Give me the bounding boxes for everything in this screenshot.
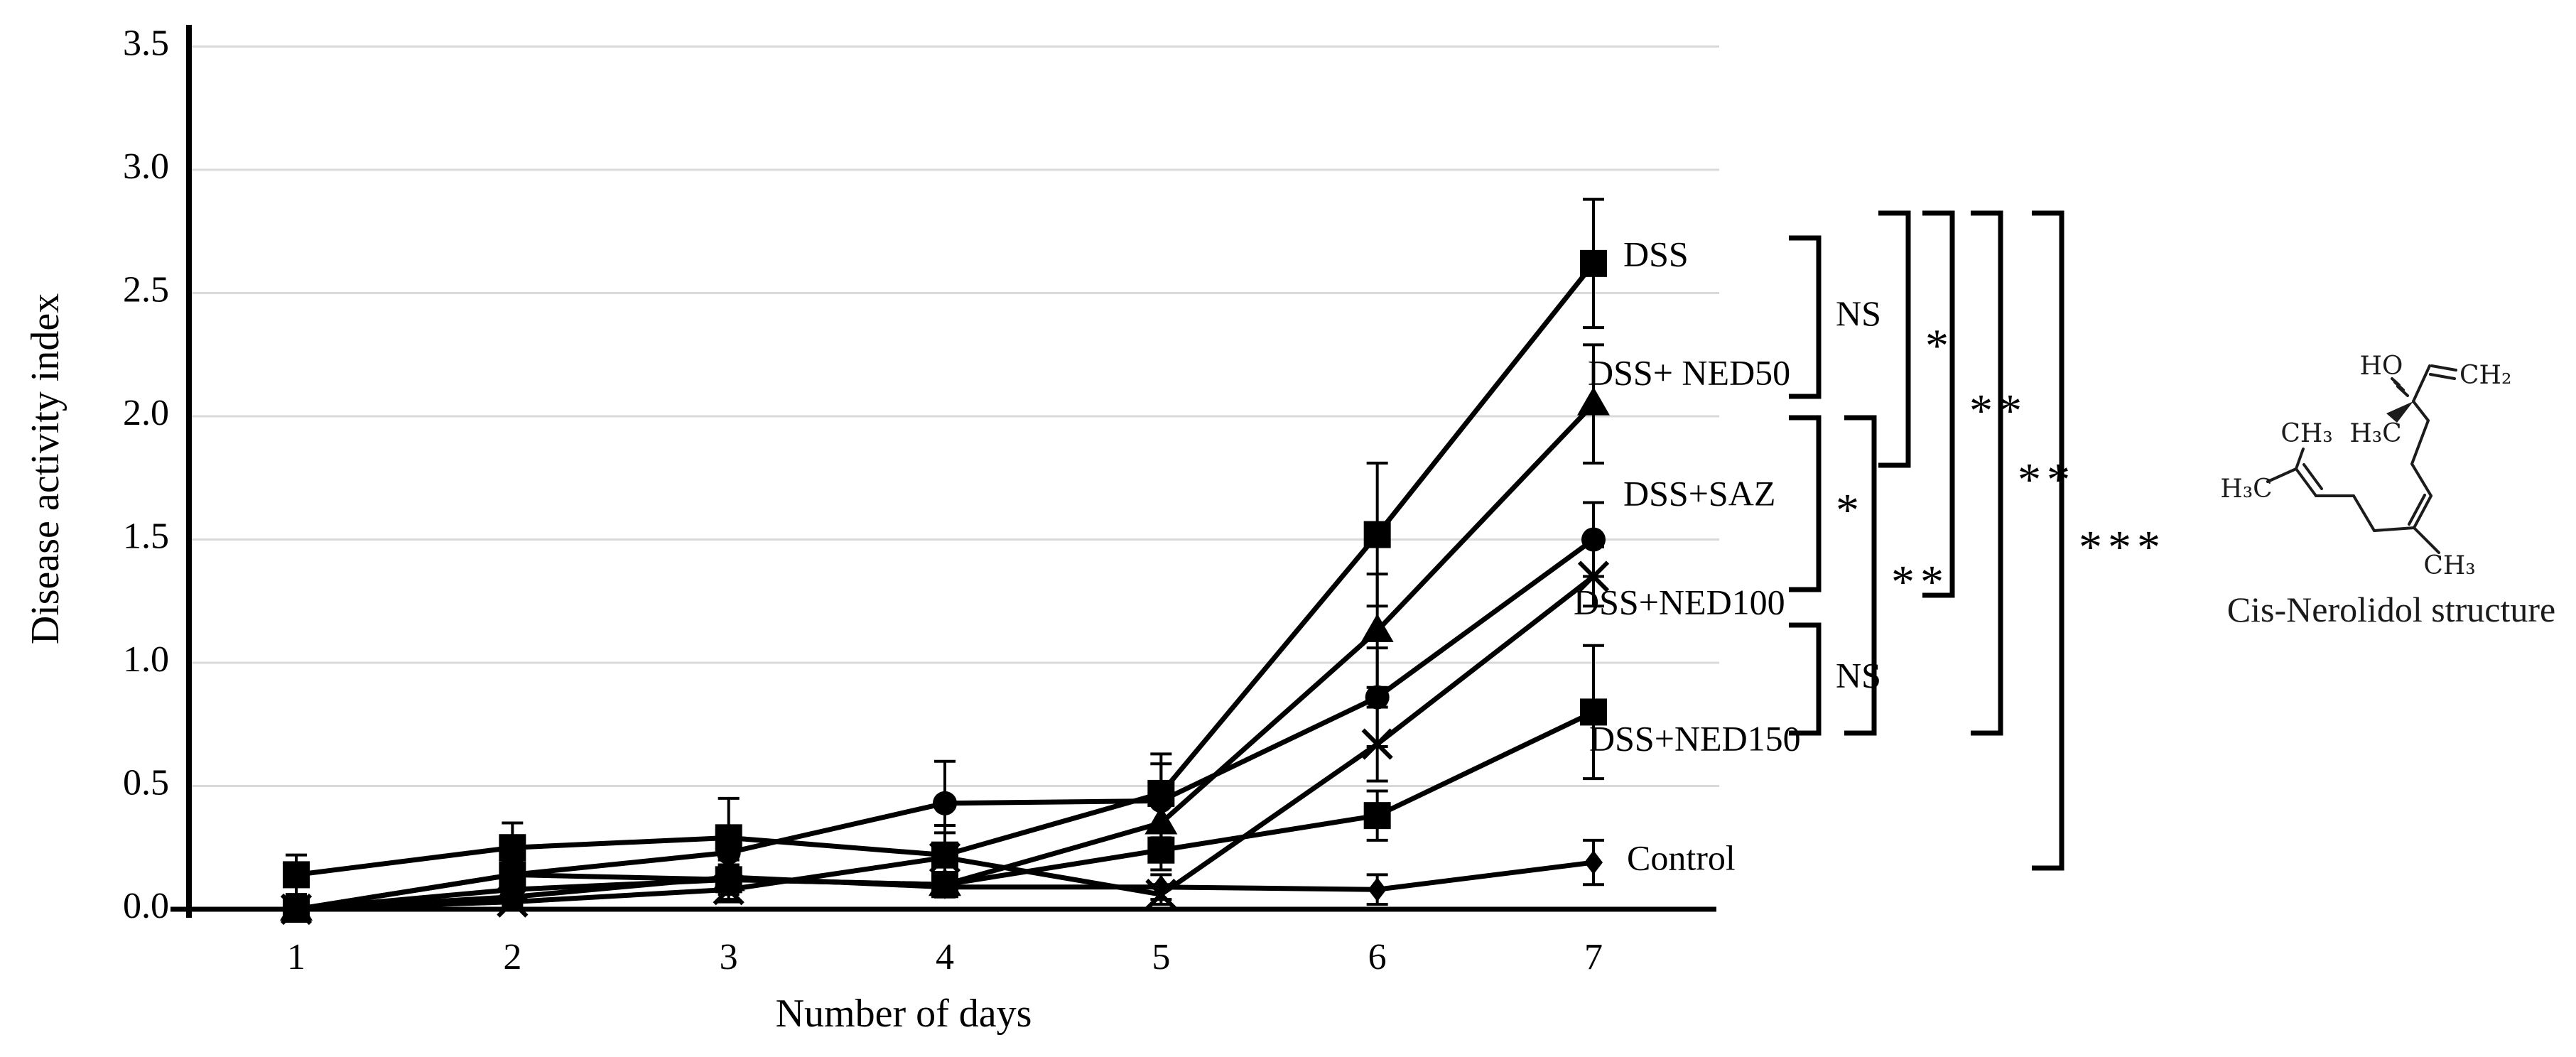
sig-bracket-DSS+NED100-vs-DSS+NED150 [1789,622,1822,736]
y-tick-label: 2.5 [123,269,169,310]
y-tick-label: 3.5 [123,23,169,63]
molecule-caption: Cis-Nerolidol structure [2227,590,2555,629]
y-axis-title: Disease activity index [23,293,67,645]
y-tick-label: 2.0 [123,393,169,433]
y-tick-label: 3.0 [123,146,169,187]
sig-bracket-DSS-vs-DSS+NED100 [1922,210,1955,598]
sig-label-DSS-vs-DSS+SAZ: * [1925,320,1954,372]
atom-label-h3c-left: H₃C [2220,475,2272,504]
atom-label-ch3-bottom: CH₃ [2423,551,2475,580]
sig-bracket-DSS-vs-DSS+NED50 [1789,235,1822,399]
atom-label-ch3-top: CH₃ [2280,419,2332,448]
x-tick-label: 1 [287,937,305,977]
y-tick-label: 1.0 [123,639,169,680]
series-label-DSS+NED50: DSS+ NED50 [1588,352,1790,392]
sig-label-DSS-vs-DSS+NED150: ** [2018,454,2076,506]
atom-label-h3c-chiral: H₃C [2349,419,2401,448]
series-label-Control: Control [1627,838,1736,877]
x-tick-label: 7 [1584,937,1603,977]
x-tick-label: 2 [503,937,521,977]
cis-nerolidol-structure: HO CH₂ CH₃ H₃C H₃C CH₃ Cis-Nerolidol str… [2220,352,2555,629]
sig-bracket-DSS+NED50-vs-DSS+NED150 [1844,415,1877,736]
series-label-DSS+NED150: DSS+NED150 [1589,718,1801,758]
sig-label-DSS-vs-Control: *** [2079,521,2166,573]
sig-bracket-DSS-vs-DSS+SAZ [1878,210,1911,468]
sig-bracket-DSS-vs-Control [2032,210,2064,871]
molecule-skeleton [2266,364,2457,554]
x-tick-label: 3 [720,937,738,977]
sig-bracket-DSS-vs-DSS+NED150 [1971,210,2003,736]
y-tick-label: 0.5 [123,762,169,803]
markers-Control [287,850,1603,921]
series-label-DSS+SAZ: DSS+SAZ [1623,473,1775,513]
tick-labels: 0.0 0.5 1.0 1.5 2.0 2.5 3.0 3.5 1 2 3 4 5 6 7 [123,23,1603,977]
sig-label-DSS-vs-DSS+NED50: NS [1836,293,1881,333]
y-tick-label: 0.0 [123,886,169,926]
y-tick-label: 1.5 [123,516,169,556]
sig-label-DSS+NED50-vs-DSS+NED150: ** [1891,556,1949,608]
x-axis-title: Number of days [776,992,1032,1036]
series-label-DSS: DSS [1623,234,1689,273]
series-markers [280,249,1610,926]
significance-brackets: NS*NS********** [1789,210,2166,871]
x-tick-label: 5 [1152,937,1170,977]
sig-bracket-DSS+NED50-vs-DSS+NED100 [1789,415,1822,592]
axes [171,25,1716,918]
series-label-DSS+NED100: DSS+NED100 [1574,582,1785,622]
sig-label-DSS+NED50-vs-DSS+NED100: * [1836,484,1865,536]
sig-label-DSS-vs-DSS+NED100: ** [1969,385,2028,437]
atom-label-ho: HO [2360,352,2403,381]
atom-label-ch2: CH₂ [2459,361,2511,390]
series-labels: DSS DSS+ NED50 DSS+SAZ DSS+NED100 DSS+NED150… [1574,234,1801,877]
x-tick-label: 6 [1368,937,1387,977]
gridlines [190,45,1719,787]
x-tick-label: 4 [936,937,954,977]
